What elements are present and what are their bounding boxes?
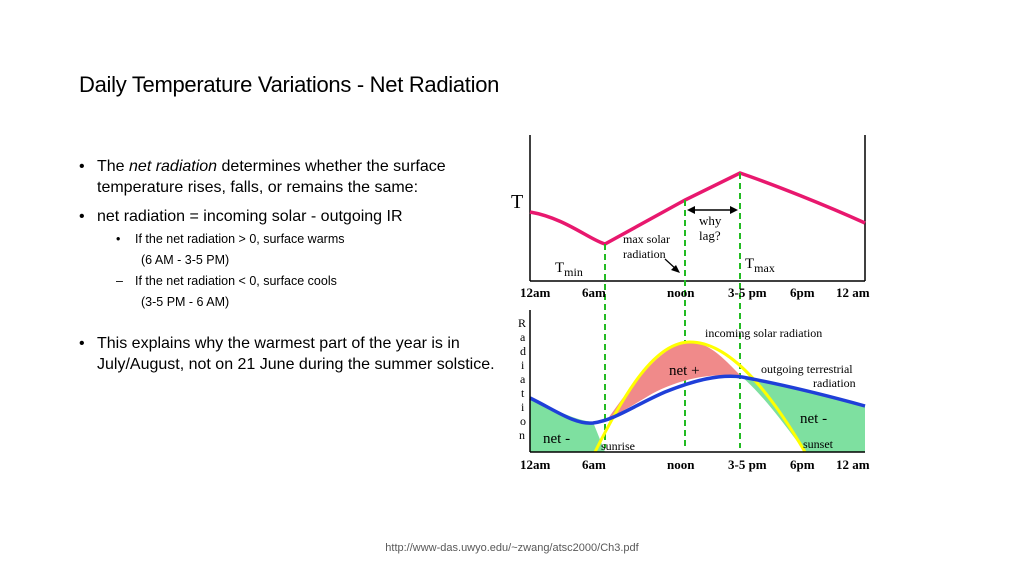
incoming-solar-curve xyxy=(593,340,807,453)
sub-bullet-text: If the net radiation > 0, surface warms xyxy=(135,232,345,246)
svg-text:R: R xyxy=(518,316,526,330)
tick-label: noon xyxy=(667,457,695,472)
tmin-label: Tmin xyxy=(555,260,583,279)
bullet-net-radiation-definition: • The net radiation determines whether t… xyxy=(79,156,509,198)
max-solar-label: max solar xyxy=(623,232,670,246)
svg-text:n: n xyxy=(519,428,525,442)
outgoing-terrestrial-label-2: radiation xyxy=(813,376,856,390)
sub-bullet-text: If the net radiation < 0, surface cools xyxy=(135,274,337,288)
net-positive-label: net + xyxy=(669,363,700,379)
temperature-panel: T why lag? max solar radiation Tmin Tmax… xyxy=(511,135,870,448)
svg-text:t: t xyxy=(521,386,525,400)
bullet-dot-icon: • xyxy=(79,335,85,352)
sub-bullet-warms-detail: (6 AM - 3-5 PM) xyxy=(141,253,230,267)
tick-label: 12am xyxy=(520,457,551,472)
tick-label: 6am xyxy=(582,285,606,300)
bullet-text: This explains why the warmest part of th… xyxy=(97,335,495,373)
why-lag-label: why xyxy=(699,213,722,228)
bullet-warmest-explanation: • This explains why the warmest part of … xyxy=(79,333,509,375)
net-negative-label-left: net - xyxy=(543,431,570,447)
tick-label: 12 am xyxy=(836,285,870,300)
bullet-dot-icon: • xyxy=(79,158,85,175)
tick-label: 12 am xyxy=(836,457,870,472)
tick-label: 12am xyxy=(520,285,551,300)
why-lag-label-2: lag? xyxy=(699,228,721,243)
svg-text:d: d xyxy=(520,344,526,358)
net-positive-fill xyxy=(607,342,742,420)
max-solar-pointer-head-icon xyxy=(671,265,680,273)
bullet-net-radiation-formula: • net radiation = incoming solar - outgo… xyxy=(79,206,509,227)
sub-bullet-cools-detail: (3-5 PM - 6 AM) xyxy=(141,295,230,309)
bullet-text: net radiation = incoming solar - outgoin… xyxy=(97,208,403,225)
temperature-radiation-diagram: T why lag? max solar radiation Tmin Tmax… xyxy=(511,135,870,472)
net-negative-evening-fill xyxy=(742,377,865,452)
lag-arrow-right-head-icon xyxy=(730,206,738,214)
bottom-x-axis-ticks: 12am 6am noon 3-5 pm 6pm 12 am xyxy=(520,457,870,472)
net-negative-label-right: net - xyxy=(800,411,827,427)
temperature-axis-label: T xyxy=(511,191,523,213)
net-negative-night-fill xyxy=(530,398,605,452)
svg-text:i: i xyxy=(521,400,525,414)
temperature-curve xyxy=(529,171,866,246)
lag-arrow-left-head-icon xyxy=(687,206,695,214)
sub-bullet-warms: • If the net radiation > 0, surface warm… xyxy=(79,229,509,250)
svg-text:a: a xyxy=(520,330,526,344)
dash-marker-icon: – xyxy=(116,274,123,288)
tick-label: 3-5 pm xyxy=(728,285,767,300)
max-solar-label-2: radiation xyxy=(623,247,666,261)
top-x-axis-ticks: 12am 6am noon 3-5 pm 6pm 12 am xyxy=(520,285,870,300)
radiation-panel: R a d i a t i o n incoming solar radiati… xyxy=(518,310,870,472)
tick-label: 6am xyxy=(582,457,606,472)
tick-label: 3-5 pm xyxy=(728,457,767,472)
outgoing-terrestrial-curve xyxy=(529,374,866,425)
sunset-label: sunset xyxy=(803,437,834,451)
tick-label: 6pm xyxy=(790,457,815,472)
bullet-text: determines whether the surface temperatu… xyxy=(97,158,446,196)
source-footer: http://www-das.uwyo.edu/~zwang/atsc2000/… xyxy=(385,542,639,554)
slide-title: Daily Temperature Variations - Net Radia… xyxy=(79,72,500,97)
incoming-solar-label: incoming solar radiation xyxy=(705,326,822,340)
svg-text:o: o xyxy=(520,414,526,428)
outgoing-terrestrial-label: outgoing terrestrial xyxy=(761,362,853,376)
bullet-emphasis: net radiation xyxy=(129,158,218,175)
tick-label: 6pm xyxy=(790,285,815,300)
sub-bullet-cools: – If the net radiation < 0, surface cool… xyxy=(79,271,509,292)
tmax-label: Tmax xyxy=(745,256,775,275)
svg-text:i: i xyxy=(521,358,525,372)
bullet-text: The xyxy=(97,158,130,175)
bullet-dot-icon: • xyxy=(116,232,121,246)
bullet-list: • The net radiation determines whether t… xyxy=(79,156,509,383)
svg-text:a: a xyxy=(520,372,526,386)
sunrise-label: sunrise xyxy=(601,439,635,453)
radiation-axis-label: R a d i a t i o n xyxy=(518,316,526,442)
bullet-dot-icon: • xyxy=(79,208,85,225)
tick-label: noon xyxy=(667,285,695,300)
